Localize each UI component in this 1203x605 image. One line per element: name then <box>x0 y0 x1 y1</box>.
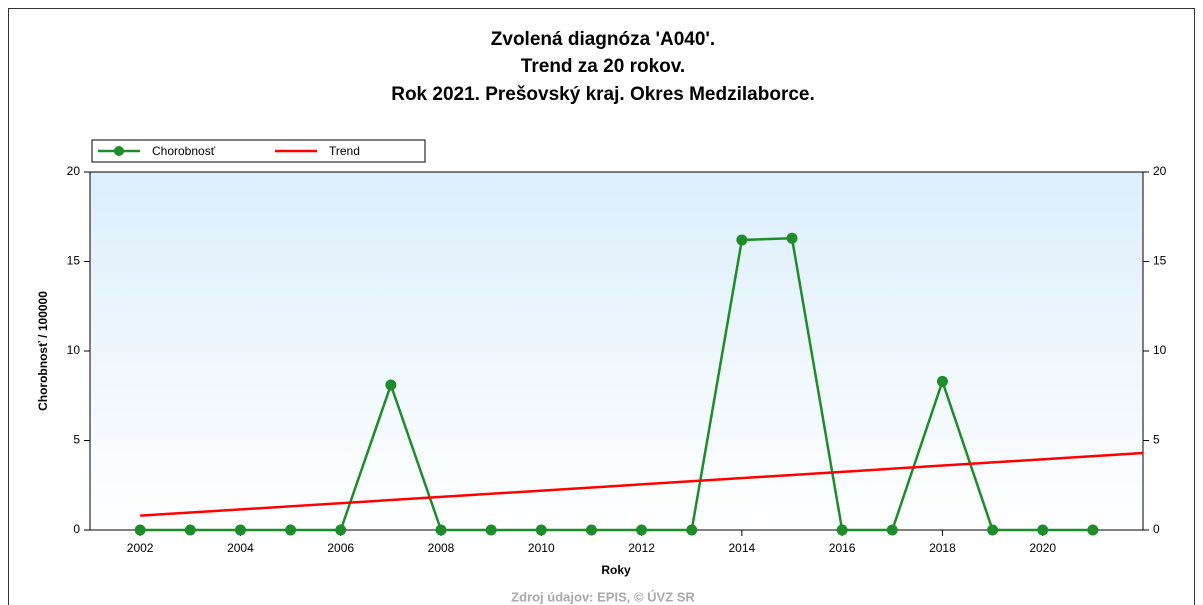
marker <box>435 524 447 536</box>
x-axis-label: Roky <box>601 563 631 577</box>
legend-label: Trend <box>329 144 360 158</box>
marker <box>134 524 146 536</box>
marker <box>1087 524 1099 536</box>
chart-title: Rok 2021. Prešovský kraj. Okres Medzilab… <box>391 84 815 105</box>
y-axis-label: Chorobnosť / 100000 <box>36 291 50 411</box>
legend <box>91 139 426 163</box>
y-tick-label: 20 <box>67 164 81 178</box>
y2-tick-label: 15 <box>1153 254 1167 268</box>
y-tick-label: 5 <box>73 433 80 447</box>
plot-area <box>89 171 1144 531</box>
marker <box>535 524 547 536</box>
marker <box>485 524 497 536</box>
legend-marker <box>114 146 124 156</box>
source: Zdroj údajov: EPIS, © ÚVZ SR <box>511 589 695 604</box>
x-tick-label: 2008 <box>428 541 455 555</box>
marker <box>385 379 397 391</box>
x-tick-label: 2006 <box>327 541 354 555</box>
x-tick-label: 2018 <box>929 541 956 555</box>
marker <box>636 524 648 536</box>
frame <box>8 8 1195 605</box>
x-tick-label: 2002 <box>127 541 154 555</box>
x-tick-label: 2014 <box>729 541 756 555</box>
x-tick-label: 2020 <box>1029 541 1056 555</box>
x-tick-label: 2012 <box>628 541 655 555</box>
marker <box>686 524 698 536</box>
x-tick-label: 2016 <box>829 541 856 555</box>
chart-title: Zvolená diagnóza 'A040'. <box>491 29 715 50</box>
marker <box>585 524 597 536</box>
series-line <box>140 236 1093 532</box>
y-tick-label: 15 <box>67 254 81 268</box>
marker <box>234 524 246 536</box>
y2-tick-label: 0 <box>1153 522 1160 536</box>
marker <box>335 524 347 536</box>
marker <box>936 375 948 387</box>
series-line <box>140 451 1144 517</box>
chart-title: Trend za 20 rokov. <box>521 56 685 77</box>
marker <box>285 524 297 536</box>
marker <box>836 524 848 536</box>
legend-label: Chorobnosť <box>152 144 216 158</box>
marker <box>987 524 999 536</box>
marker <box>184 524 196 536</box>
y-tick-label: 0 <box>73 522 80 536</box>
y2-tick-label: 10 <box>1153 343 1167 357</box>
marker <box>886 524 898 536</box>
marker <box>736 234 748 246</box>
x-tick-label: 2004 <box>227 541 254 555</box>
marker <box>786 232 798 244</box>
y-tick-label: 10 <box>67 343 81 357</box>
marker <box>1037 524 1049 536</box>
y2-tick-label: 5 <box>1153 433 1160 447</box>
x-tick-label: 2010 <box>528 541 555 555</box>
y2-tick-label: 20 <box>1153 164 1167 178</box>
